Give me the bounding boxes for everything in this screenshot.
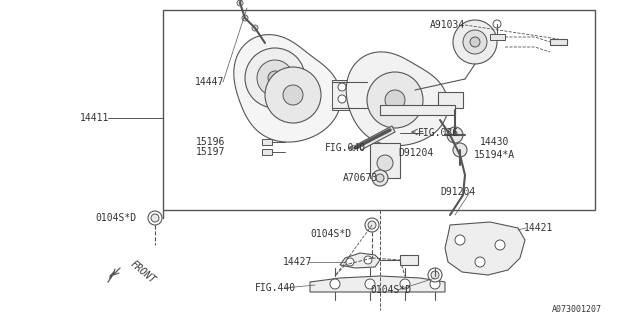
Circle shape (453, 20, 497, 64)
Text: FIG.040: FIG.040 (325, 143, 366, 153)
Circle shape (330, 279, 340, 289)
Polygon shape (262, 139, 272, 145)
Circle shape (365, 279, 375, 289)
Polygon shape (332, 80, 352, 110)
Circle shape (470, 37, 480, 47)
Circle shape (495, 240, 505, 250)
Circle shape (475, 257, 485, 267)
Circle shape (447, 127, 463, 143)
Circle shape (400, 279, 410, 289)
Text: 14430: 14430 (480, 137, 509, 147)
Circle shape (346, 258, 354, 266)
Circle shape (338, 83, 346, 91)
Polygon shape (234, 35, 341, 142)
Circle shape (252, 25, 258, 31)
Circle shape (453, 143, 467, 157)
Text: 15196: 15196 (196, 137, 225, 147)
Circle shape (148, 211, 162, 225)
Circle shape (430, 279, 440, 289)
Text: A70673: A70673 (343, 173, 378, 183)
Circle shape (376, 174, 384, 182)
Text: 14427: 14427 (283, 257, 312, 267)
Polygon shape (400, 255, 418, 265)
Polygon shape (370, 143, 400, 178)
Polygon shape (490, 34, 505, 40)
Circle shape (431, 271, 439, 279)
Polygon shape (310, 276, 445, 292)
Text: FIG.036: FIG.036 (418, 128, 459, 138)
Circle shape (265, 67, 321, 123)
Text: A073001207: A073001207 (552, 306, 602, 315)
Text: 14421: 14421 (524, 223, 554, 233)
Text: 0104S*D: 0104S*D (95, 213, 136, 223)
Circle shape (245, 48, 305, 108)
Circle shape (283, 85, 303, 105)
Circle shape (151, 214, 159, 222)
Circle shape (367, 72, 423, 128)
Circle shape (364, 256, 372, 264)
Circle shape (428, 268, 442, 282)
Text: D91204: D91204 (398, 148, 433, 158)
Text: D91204: D91204 (440, 187, 476, 197)
Circle shape (372, 170, 388, 186)
Circle shape (493, 20, 501, 28)
Text: 14411: 14411 (80, 113, 109, 123)
Text: FIG.440: FIG.440 (255, 283, 296, 293)
Circle shape (385, 90, 405, 110)
Text: FRONT: FRONT (128, 259, 157, 285)
Circle shape (257, 60, 293, 96)
Text: 0104S*D: 0104S*D (370, 285, 411, 295)
Circle shape (463, 30, 487, 54)
Polygon shape (262, 149, 272, 155)
Polygon shape (358, 126, 395, 150)
Polygon shape (380, 105, 455, 115)
Polygon shape (340, 253, 380, 268)
Circle shape (377, 155, 393, 171)
Polygon shape (550, 39, 567, 45)
Polygon shape (438, 92, 463, 108)
Circle shape (242, 15, 248, 21)
Circle shape (237, 0, 243, 6)
Polygon shape (445, 222, 525, 275)
Text: A91034: A91034 (430, 20, 465, 30)
Text: 15197: 15197 (196, 147, 225, 157)
Circle shape (368, 221, 376, 229)
Text: 0104S*D: 0104S*D (310, 229, 351, 239)
Text: 15194*A: 15194*A (474, 150, 515, 160)
Circle shape (338, 95, 346, 103)
Polygon shape (346, 52, 448, 146)
Circle shape (365, 218, 379, 232)
Circle shape (268, 71, 282, 85)
Text: 14447: 14447 (195, 77, 225, 87)
Circle shape (455, 235, 465, 245)
Bar (163, 10, 595, 210)
